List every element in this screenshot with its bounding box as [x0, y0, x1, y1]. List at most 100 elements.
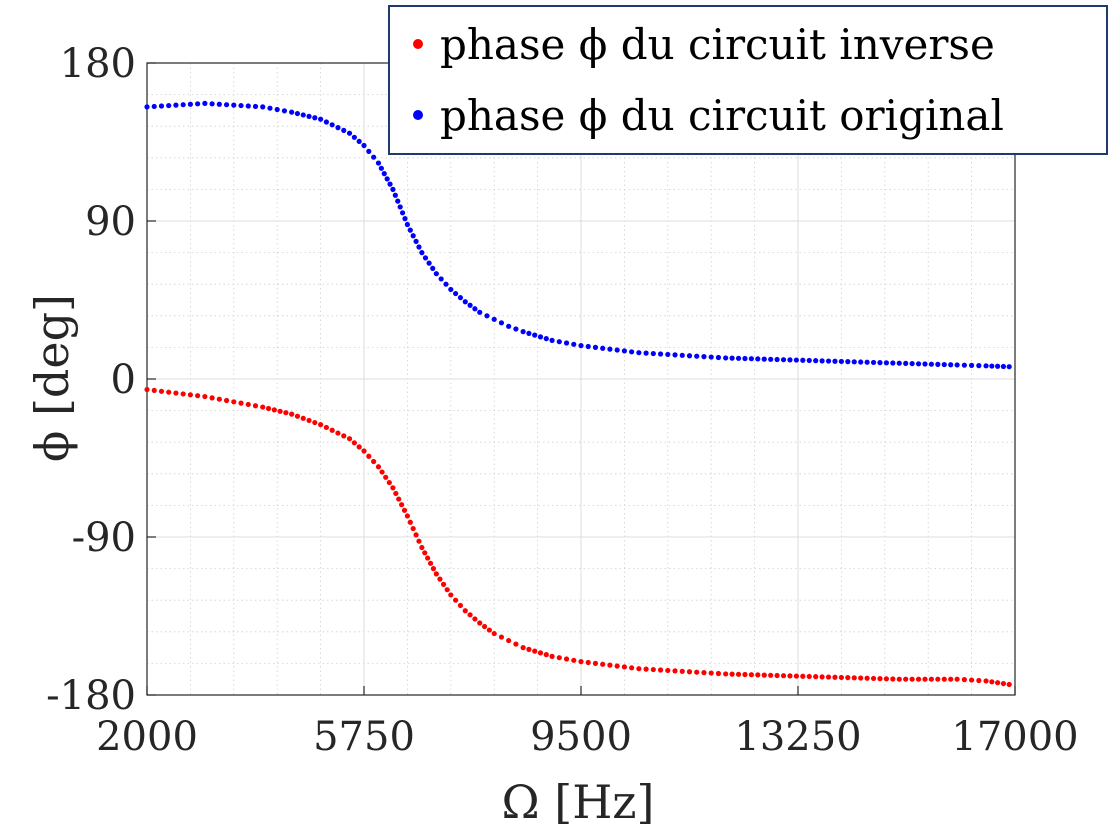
series-0-point	[379, 469, 385, 475]
series-1-point	[402, 216, 408, 222]
series-0-point	[271, 407, 277, 413]
series-1-point	[563, 340, 570, 346]
series-0-point	[151, 387, 157, 394]
x-tick-label: 5750	[313, 714, 415, 760]
series-1-point	[195, 101, 201, 107]
series-0-point	[195, 393, 201, 399]
series-1-point	[883, 360, 890, 366]
series-1-point	[252, 103, 259, 110]
series-0-point	[768, 672, 774, 678]
series-0	[144, 386, 1012, 688]
series-1-point	[793, 357, 799, 363]
series-1-point	[723, 355, 729, 361]
series-1-point	[578, 343, 584, 349]
series-1-point	[390, 186, 396, 192]
series-1-point	[375, 160, 382, 166]
series-1-point	[158, 103, 165, 109]
series-1-point	[969, 362, 975, 368]
series-1-point	[526, 330, 532, 336]
series-1-point	[787, 357, 793, 363]
series-0-point	[629, 665, 635, 671]
series-1-point	[173, 102, 179, 108]
series-1-point	[329, 122, 335, 128]
series-1-point	[341, 127, 347, 134]
series-0-point	[386, 479, 392, 486]
series-1-point	[238, 102, 244, 109]
series-1-point	[281, 108, 288, 114]
series-0-point	[283, 410, 289, 416]
series-0-point	[437, 576, 443, 582]
series-1-point	[701, 354, 707, 360]
series-0-point	[202, 393, 208, 400]
series-0-point	[665, 667, 671, 674]
series-0-point	[238, 400, 244, 406]
series-1-point	[780, 357, 787, 363]
series-1-point	[407, 227, 413, 233]
series-0-point	[467, 612, 473, 618]
series-1-point	[761, 356, 767, 362]
series-0-point	[903, 676, 909, 682]
series-1-point	[346, 130, 353, 136]
series-0-point	[413, 532, 419, 538]
series-0-point	[223, 397, 230, 404]
series-0-point	[486, 627, 492, 633]
series-0-point	[819, 674, 825, 680]
series-0-point	[416, 538, 422, 544]
series-1-point	[989, 363, 995, 369]
series-1-point	[416, 244, 422, 250]
series-1-point	[399, 210, 406, 216]
series-1-point	[223, 102, 230, 108]
series-0-point	[393, 490, 399, 497]
series-0-point	[245, 401, 251, 408]
series-1-point	[543, 336, 549, 342]
series-0-point	[419, 544, 425, 551]
y-tick-label: 0	[111, 357, 136, 403]
series-1-point	[216, 101, 222, 107]
series-1-point	[267, 105, 273, 111]
series-0-point	[506, 637, 512, 644]
series-1-point	[864, 359, 870, 365]
series-0-point	[708, 670, 714, 676]
series-0-point	[742, 671, 748, 678]
series-1-point	[549, 337, 555, 343]
series-1-point	[995, 363, 1001, 369]
series-0-point	[448, 592, 454, 598]
series-1-point	[144, 104, 150, 110]
series-0-point	[701, 670, 707, 676]
series-0-point	[585, 659, 591, 666]
series-0-point	[427, 560, 434, 566]
series-1-point	[890, 360, 896, 366]
y-tick-label: 180	[60, 41, 136, 87]
series-1-point	[392, 192, 398, 198]
legend-marker-inverse	[413, 39, 423, 49]
series-0-point	[425, 555, 431, 561]
series-1-point	[976, 363, 982, 369]
legend-box	[388, 5, 1108, 155]
series-1-point	[498, 320, 505, 326]
series-1-point	[592, 344, 599, 350]
series-0-point	[989, 679, 995, 685]
series-0-point	[636, 666, 642, 672]
series-1-point	[571, 341, 577, 347]
series-1-point	[909, 360, 915, 367]
series-0-point	[404, 513, 410, 519]
series-0-point	[686, 669, 693, 675]
series-1-point	[665, 351, 671, 358]
series-1-point	[426, 260, 432, 266]
series-0-point	[755, 672, 761, 678]
series-0-point	[335, 430, 341, 436]
series-0-point	[643, 666, 649, 672]
series-1-point	[491, 316, 497, 322]
series-1-point	[419, 250, 425, 256]
series-1-point	[755, 356, 761, 362]
series-1-point	[614, 347, 620, 353]
series-1-point	[166, 102, 172, 109]
series-1-point	[532, 332, 538, 338]
series-1-point	[356, 138, 362, 145]
series-0-point	[472, 616, 478, 622]
series-0-point	[294, 413, 301, 419]
series-1-point	[806, 357, 812, 364]
series-1-point	[585, 343, 591, 350]
series-0-point	[813, 674, 819, 680]
series-0-point	[477, 620, 483, 626]
